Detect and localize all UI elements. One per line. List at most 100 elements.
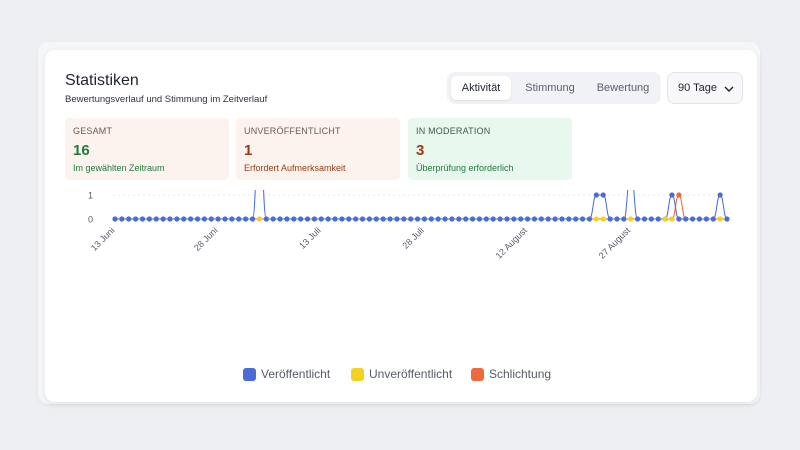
data-point-veroeffentlicht [359,216,366,222]
data-point-veroeffentlicht [607,216,613,222]
data-point-veroeffentlicht [538,216,544,222]
data-point-veroeffentlicht [621,216,627,222]
x-tick-label: 28 Juni [192,225,220,253]
data-point-veroeffentlicht [442,216,448,222]
x-tick-label: 13 Juli [297,225,322,250]
tab-stimmung[interactable]: Stimmung [525,82,575,94]
x-tick-label: 28 Juli [400,225,425,250]
data-point-unveroeffentlicht [628,216,634,222]
data-point-veroeffentlicht [648,216,654,222]
data-point-veroeffentlicht [366,216,373,222]
stat-card-moderation: IN MODERATION 3 Überprüfung erforderlich [408,118,572,180]
legend-label: Veröffentlicht [261,367,331,381]
data-point-veroeffentlicht [552,216,558,222]
stat-value: 1 [244,142,253,159]
stat-card-total: GESAMT 16 Im gewählten Zeitraum [65,118,229,180]
data-point-veroeffentlicht [222,216,228,222]
data-point-veroeffentlicht [690,216,696,222]
data-point-veroeffentlicht [236,216,242,222]
series-line-veroeffentlicht [114,190,728,220]
data-point-veroeffentlicht [160,216,166,222]
tab-aktivitaet[interactable]: Aktivität [451,76,511,100]
data-point-veroeffentlicht [119,216,125,222]
data-point-veroeffentlicht [435,216,441,222]
stat-description: Im gewählten Zeitraum [73,163,165,173]
x-tick-label: 27 August [597,225,633,261]
data-point-veroeffentlicht [676,216,682,222]
y-tick-label: 1 [88,191,93,201]
page-title: Statistiken [65,72,139,89]
view-tabs: Aktivität Stimmung Bewertung [447,72,661,104]
data-point-unveroeffentlicht [600,216,606,222]
data-point-veroeffentlicht [421,216,428,222]
data-point-veroeffentlicht [586,216,593,222]
data-point-veroeffentlicht [188,216,194,222]
data-point-veroeffentlicht [724,216,730,222]
stat-label: GESAMT [73,126,113,136]
legend-label: Unveröffentlicht [369,367,453,381]
data-point-unveroeffentlicht [669,216,675,222]
data-point-veroeffentlicht [490,216,496,222]
data-point-veroeffentlicht [483,216,489,222]
data-point-veroeffentlicht [449,216,455,222]
data-point-unveroeffentlicht [256,216,263,222]
data-point-veroeffentlicht [463,216,469,222]
data-point-veroeffentlicht [243,216,249,222]
data-point-veroeffentlicht [353,216,359,222]
stat-label: IN MODERATION [416,126,491,136]
data-point-veroeffentlicht [174,216,180,222]
data-point-veroeffentlicht [641,216,648,222]
data-point-unveroeffentlicht [662,216,668,222]
data-point-veroeffentlicht [717,192,723,198]
tab-bewertung[interactable]: Bewertung [596,82,650,94]
data-point-veroeffentlicht [284,216,290,222]
data-point-veroeffentlicht [497,216,503,222]
data-point-veroeffentlicht [504,216,510,222]
y-tick-label: 0 [88,215,93,225]
data-point-veroeffentlicht [139,216,146,222]
data-point-veroeffentlicht [703,216,709,222]
data-point-veroeffentlicht [394,216,400,222]
data-point-veroeffentlicht [655,216,661,222]
data-point-veroeffentlicht [270,216,276,222]
data-point-veroeffentlicht [428,216,434,222]
data-point-veroeffentlicht [710,216,716,222]
data-point-veroeffentlicht [325,216,331,222]
legend-swatch [471,368,484,381]
data-point-veroeffentlicht [263,216,269,222]
data-point-veroeffentlicht [566,216,572,222]
data-point-veroeffentlicht [531,216,538,222]
data-point-unveroeffentlicht [717,216,723,222]
x-tick-label: 12 August [494,225,530,261]
data-point-veroeffentlicht [593,192,599,198]
data-point-veroeffentlicht [614,216,620,222]
data-point-veroeffentlicht [408,216,414,222]
data-point-veroeffentlicht [696,216,703,222]
legend-swatch [351,368,364,381]
data-point-veroeffentlicht [346,216,352,222]
data-point-veroeffentlicht [311,216,318,222]
x-tick-label: 13 Juni [89,225,117,253]
range-select[interactable]: 90 Tage [667,72,743,104]
data-point-veroeffentlicht [126,216,132,222]
data-point-veroeffentlicht [146,216,152,222]
data-point-veroeffentlicht [456,216,462,222]
data-point-veroeffentlicht [167,216,173,222]
data-point-veroeffentlicht [635,216,641,222]
stat-value: 16 [73,142,90,159]
data-point-veroeffentlicht [249,216,256,222]
data-point-unveroeffentlicht [593,216,599,222]
data-point-veroeffentlicht [215,216,221,222]
data-point-veroeffentlicht [579,216,586,222]
data-point-veroeffentlicht [339,216,345,222]
data-point-veroeffentlicht [194,216,201,222]
data-point-veroeffentlicht [318,216,324,222]
legend-label: Schlichtung [489,367,552,381]
stat-label: UNVERÖFFENTLICHT [244,126,341,136]
data-point-veroeffentlicht [380,216,386,222]
statistics-card: Statistiken Bewertungsverlauf und Stimmu… [45,50,757,402]
data-point-veroeffentlicht [291,216,297,222]
stat-card-unpublished: UNVERÖFFENTLICHT 1 Erfordert Aufmerksamk… [236,118,400,180]
data-point-veroeffentlicht [387,216,393,222]
